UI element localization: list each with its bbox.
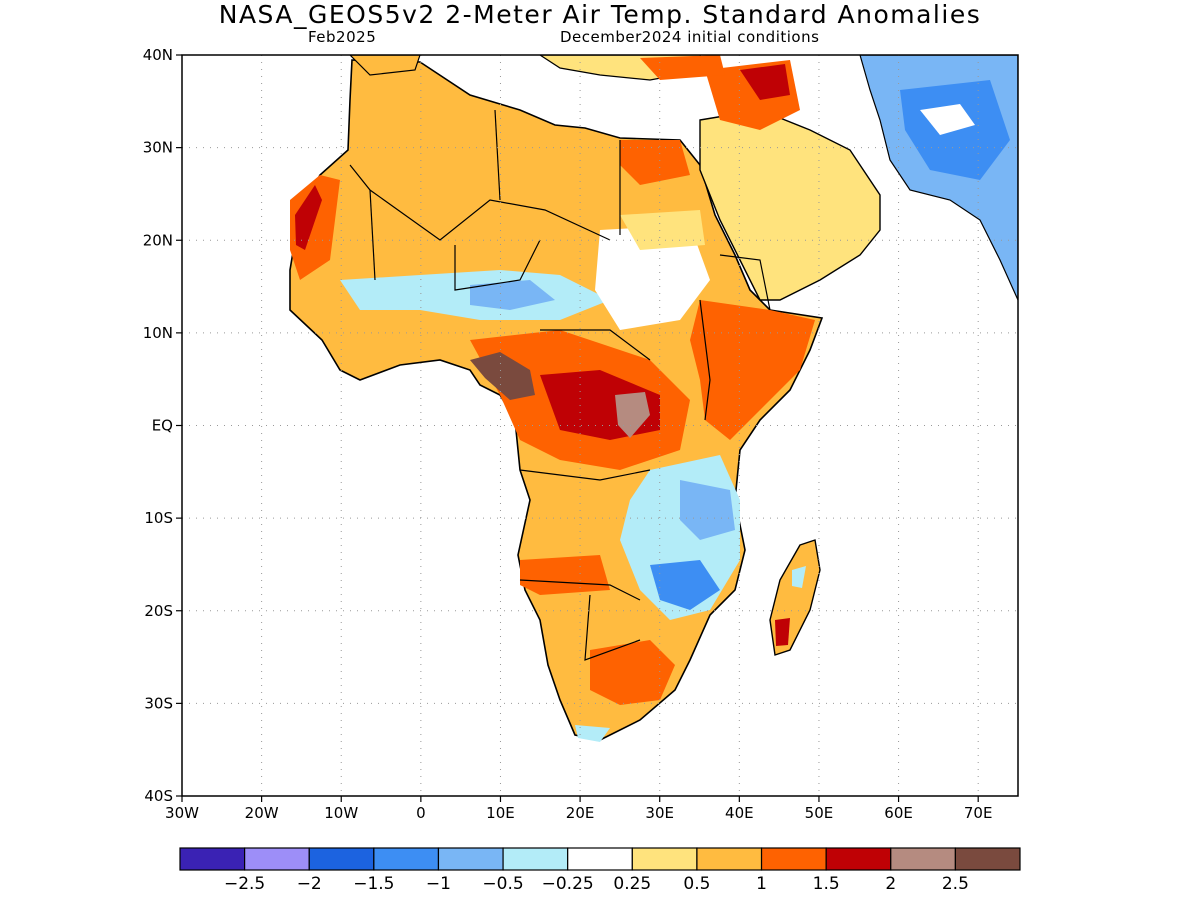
east-africa-cold [680,480,735,540]
southern-africa-hot [590,640,675,705]
arabia-landmass [699,109,881,301]
country-borders [349,109,771,661]
madagascar-cool [792,566,806,588]
colorbar-swatch [631,847,698,871]
lon-label: 60E [884,804,913,822]
lon-label: 20W [245,804,279,822]
colorbar-label: 2.5 [942,874,969,894]
colorbar-swatch [696,847,763,871]
south-tip-cool [575,725,610,742]
lat-label: 30N [143,139,173,157]
colorbar-label: 1 [756,874,767,894]
horn-hot [690,300,815,440]
lat-label: 10N [143,324,173,342]
north-africa-hot [620,140,690,185]
map-title: NASA_GEOS5v2 2-Meter Air Temp. Standard … [218,0,982,29]
colorbar-swatch [567,847,633,871]
colorbar-label: 1.5 [813,874,840,894]
lat-label: 20N [143,231,173,249]
madagascar-very-hot [775,618,790,646]
forecast-month: Feb2025 [308,28,377,46]
axis-ticks [176,54,979,802]
colorbar-swatch [244,847,310,871]
colorbar-swatch [502,847,569,871]
colorbar-swatch [437,847,504,871]
colorbar-label: −0.5 [482,874,523,894]
iberia-fringe [349,55,421,76]
colorbar-label: 0.5 [683,874,710,894]
map-content [289,55,1018,742]
colorbar-label: −1 [426,874,451,894]
angola-hot [520,555,610,595]
lat-label: 20S [144,602,173,620]
lon-label: 30W [165,804,199,822]
initial-conditions: December2024 initial conditions [560,28,820,46]
colorbar-label: −2.5 [224,874,265,894]
mozambique-cold [650,560,720,610]
lon-label: 20E [566,804,595,822]
levant-very-hot-anomaly [740,64,790,100]
colorbar-swatch [308,847,375,871]
egypt-mild [620,210,705,250]
colorbar-label: −1.5 [353,874,394,894]
colorbar-label: 2 [885,874,896,894]
lat-label: 40S [144,787,173,805]
colorbar-label: −2 [297,874,322,894]
congo-extreme-east [615,392,650,438]
lat-label: EQ [152,417,173,435]
lon-label: 10E [486,804,515,822]
colorbar-label: 0.25 [613,874,651,894]
lon-label: 30E [645,804,674,822]
lat-label: 40N [143,46,173,64]
sahel-cold-core [470,280,555,310]
lon-label: 70E [964,804,993,822]
lon-label: 40E [725,804,754,822]
congo-extreme [470,352,535,400]
asia-neutral-patch [920,104,975,135]
colorbar-swatch [890,847,956,871]
turkey-hot-band [640,55,725,80]
lon-label: 0 [416,804,426,822]
west-coast-very-hot [295,185,322,250]
colorbar-swatch [954,847,1021,871]
colorbar: −2.5 −2 −1.5 −1 −0.5 −0.25 0.25 0.5 1 1.5 2 2.5 [179,847,1021,894]
colorbar-swatch [760,847,827,871]
colorbar-swatch [373,847,440,871]
lon-label: 10W [324,804,358,822]
lat-label: 30S [144,694,173,712]
colorbar-swatch [825,847,892,871]
sudan-neutral [595,225,710,330]
colorbar-label: −0.25 [542,874,594,894]
west-coast-hot [290,175,340,280]
colorbar-swatch [179,847,246,871]
lat-label: 10S [144,509,173,527]
lon-label: 50E [805,804,834,822]
